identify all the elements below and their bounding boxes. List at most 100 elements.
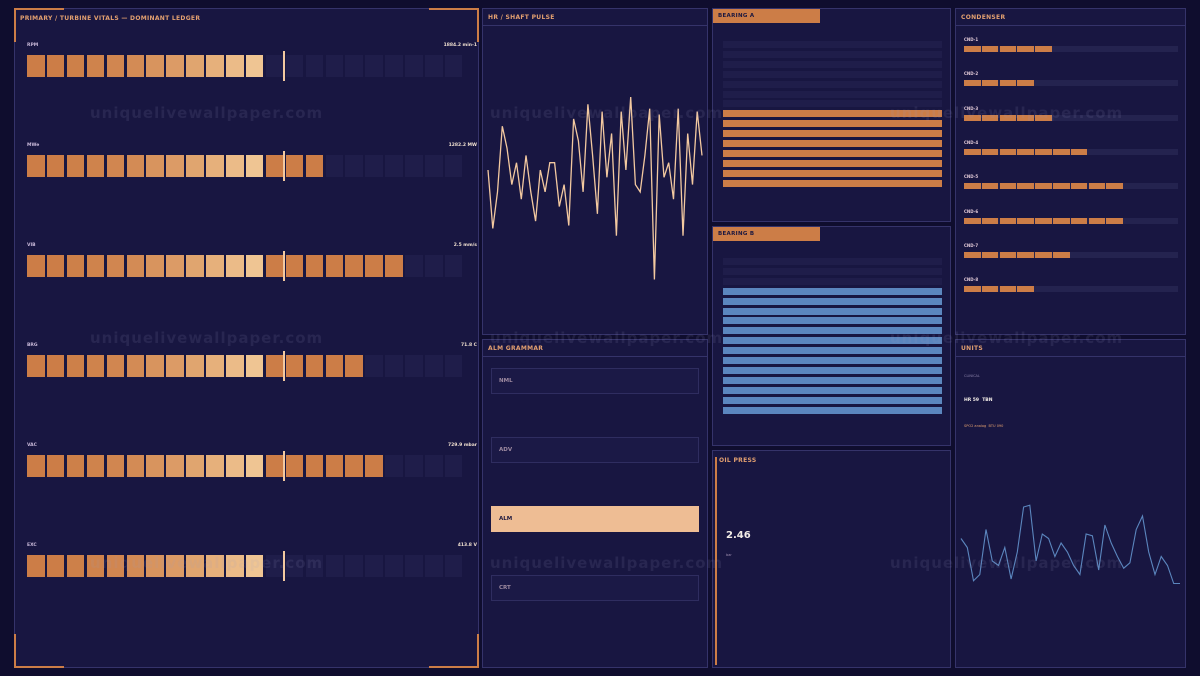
gauge-segment [365, 355, 383, 377]
condenser-label: CND-2 [964, 71, 979, 77]
gauge-segment [365, 155, 383, 177]
turbine-vitals-panel: PRIMARY / TURBINE VITALS — DOMINANT LEDG… [14, 8, 479, 668]
gauge-segment [166, 255, 184, 277]
gauge-segment [325, 155, 344, 177]
condenser-segment [981, 46, 999, 52]
condenser-segment [999, 183, 1017, 190]
bearing-bar [723, 317, 942, 325]
bearing-bar [723, 110, 942, 118]
gauge-segment [206, 155, 224, 177]
condenser-segment [1088, 183, 1106, 190]
alarm-state-adv[interactable]: ADV [491, 437, 699, 463]
gauge-segment [46, 455, 65, 477]
bearing-bar [723, 386, 942, 394]
condenser-label: CND-7 [964, 242, 979, 248]
gauge-segment [106, 155, 125, 177]
gauge-segment [385, 255, 403, 277]
alarm-state-nml[interactable]: NML [491, 368, 699, 394]
gauge-segment [245, 555, 264, 577]
gauge-segment [226, 55, 244, 77]
gauge-segment [325, 255, 344, 277]
bearing-bar [723, 140, 942, 147]
gauge-segment [66, 555, 85, 577]
gauge-segment [27, 455, 45, 477]
gauge-segment [385, 355, 403, 377]
gauge-segment [66, 255, 85, 277]
gauge-segment [27, 555, 45, 577]
bearing-bar [723, 179, 942, 187]
gauge-segment [46, 55, 65, 77]
oil-press-unit: bar [726, 553, 732, 557]
gauge-segment [444, 455, 463, 477]
gauge-threshold-marker [283, 451, 285, 481]
gauge-segment [126, 455, 145, 477]
condenser-segment [964, 286, 981, 293]
bearing-bar [723, 277, 942, 285]
gauge-segment [186, 455, 204, 477]
corner-bracket-tl-icon [14, 8, 64, 42]
condenser-segment [1017, 80, 1034, 87]
gauge-segment [186, 255, 204, 277]
corner-bracket-br-icon [429, 634, 479, 668]
condenser-segment [981, 217, 999, 224]
gauge-value: 1282.2 MW [448, 143, 477, 148]
gauge-brg: BRG 71.8 C [27, 343, 479, 383]
condenser-label: CND-4 [964, 139, 979, 145]
bearing-bar [723, 130, 942, 138]
gauge-segment [265, 355, 284, 377]
gauge-segment [345, 555, 363, 577]
gauge-segment [425, 455, 443, 477]
gauge-segment [444, 255, 463, 277]
gauge-segment [425, 155, 443, 177]
alarm-state-crt[interactable]: CRT [491, 575, 699, 601]
gauge-segment [106, 55, 125, 77]
gauge-segment [305, 155, 324, 177]
condenser-segment [1035, 217, 1052, 224]
gauge-segment [27, 155, 45, 177]
gauge-segment [425, 55, 443, 77]
gauge-segment [285, 555, 304, 577]
condenser-segment [964, 114, 981, 121]
bearing-bar [723, 297, 942, 305]
bearing-a-panel: BEARING A [712, 8, 951, 222]
bearing-bar [723, 120, 942, 128]
gauge-segment [405, 155, 423, 177]
gauge-segment [385, 155, 403, 177]
gauge-segment [325, 55, 344, 77]
units-clinical-label: CLINICAL [964, 374, 980, 378]
gauge-segment [425, 355, 443, 377]
condenser-segment [1017, 286, 1034, 293]
gauge-segment [285, 255, 304, 277]
gauge-segment [46, 155, 65, 177]
gauge-segment [226, 355, 244, 377]
condenser-segment [964, 148, 981, 155]
gauge-segment [385, 555, 403, 577]
condenser-segment [964, 183, 981, 190]
condenser-cnd-7: CND-7 [964, 243, 1186, 259]
condenser-segment [1017, 114, 1034, 121]
condenser-segment [1017, 46, 1034, 52]
gauge-segment [206, 55, 224, 77]
gauge-segment [444, 55, 463, 77]
condenser-segment [964, 80, 981, 87]
gauge-value: 1884.2 min-1 [443, 43, 477, 48]
bearing-bar [723, 41, 942, 48]
gauge-segment [66, 455, 85, 477]
bearing-bar [723, 347, 942, 355]
alarm-state-alm[interactable]: ALM [491, 506, 699, 532]
bearing-a-title: BEARING A [713, 9, 820, 23]
condenser-cnd-5: CND-5 [964, 174, 1186, 190]
bearing-bar [723, 100, 942, 108]
gauge-segment [305, 255, 324, 277]
gauge-segment [265, 55, 284, 77]
gauge-segment [146, 155, 164, 177]
gauge-segment [305, 455, 324, 477]
gauge-value: 413.8 V [457, 543, 477, 548]
condenser-segment [981, 286, 999, 293]
gauge-segment [27, 355, 45, 377]
gauge-segment [245, 255, 264, 277]
gauge-segment [265, 255, 284, 277]
gauge-segment [106, 255, 125, 277]
gauge-segment [405, 55, 423, 77]
bearing-bar [723, 70, 942, 78]
